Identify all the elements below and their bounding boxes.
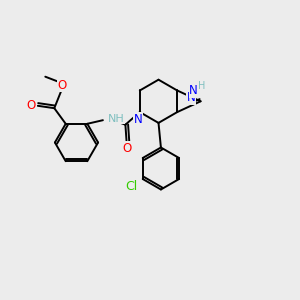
Text: NH: NH	[108, 114, 125, 124]
Text: O: O	[58, 79, 67, 92]
Text: Cl: Cl	[125, 180, 137, 193]
Text: N: N	[189, 84, 198, 97]
Text: N: N	[134, 113, 143, 126]
Text: Cl: Cl	[125, 180, 137, 193]
Text: N: N	[187, 92, 196, 104]
Text: O: O	[58, 79, 67, 92]
Text: H: H	[198, 80, 205, 91]
Text: O: O	[123, 142, 132, 155]
Text: O: O	[27, 99, 36, 112]
Text: N: N	[134, 113, 143, 126]
Text: NH: NH	[108, 114, 125, 124]
Text: N: N	[187, 92, 196, 104]
Text: O: O	[27, 99, 36, 112]
Text: H: H	[198, 80, 205, 91]
Text: N: N	[189, 84, 198, 97]
Text: O: O	[123, 142, 132, 155]
